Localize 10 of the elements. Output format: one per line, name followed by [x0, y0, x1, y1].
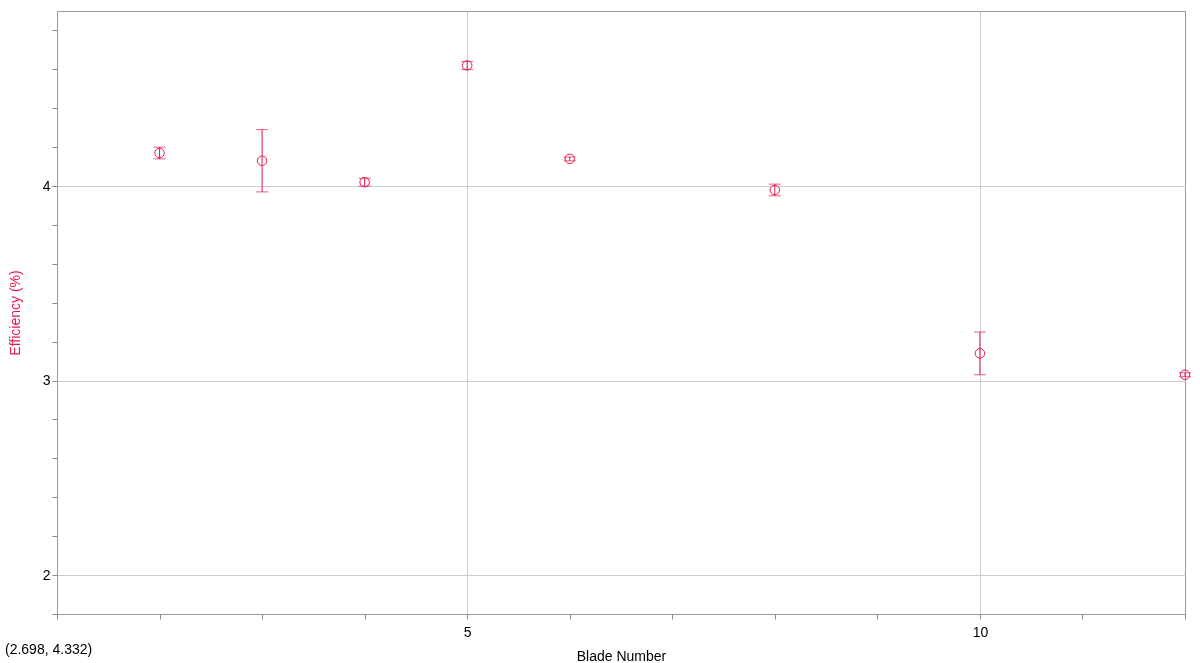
y-tick-label: 4	[42, 177, 51, 194]
y-axis-title: Efficiency (%)	[6, 270, 23, 356]
y-tick-label: 2	[42, 566, 51, 583]
x-tick-label: 5	[463, 623, 472, 640]
x-axis-title: Blade Number	[576, 647, 667, 663]
x-tick-label: 10	[972, 623, 989, 640]
y-tick-label: 3	[42, 372, 51, 389]
point	[256, 155, 268, 167]
text: (2.698, 4.332)	[5, 641, 93, 657]
point	[974, 348, 986, 359]
